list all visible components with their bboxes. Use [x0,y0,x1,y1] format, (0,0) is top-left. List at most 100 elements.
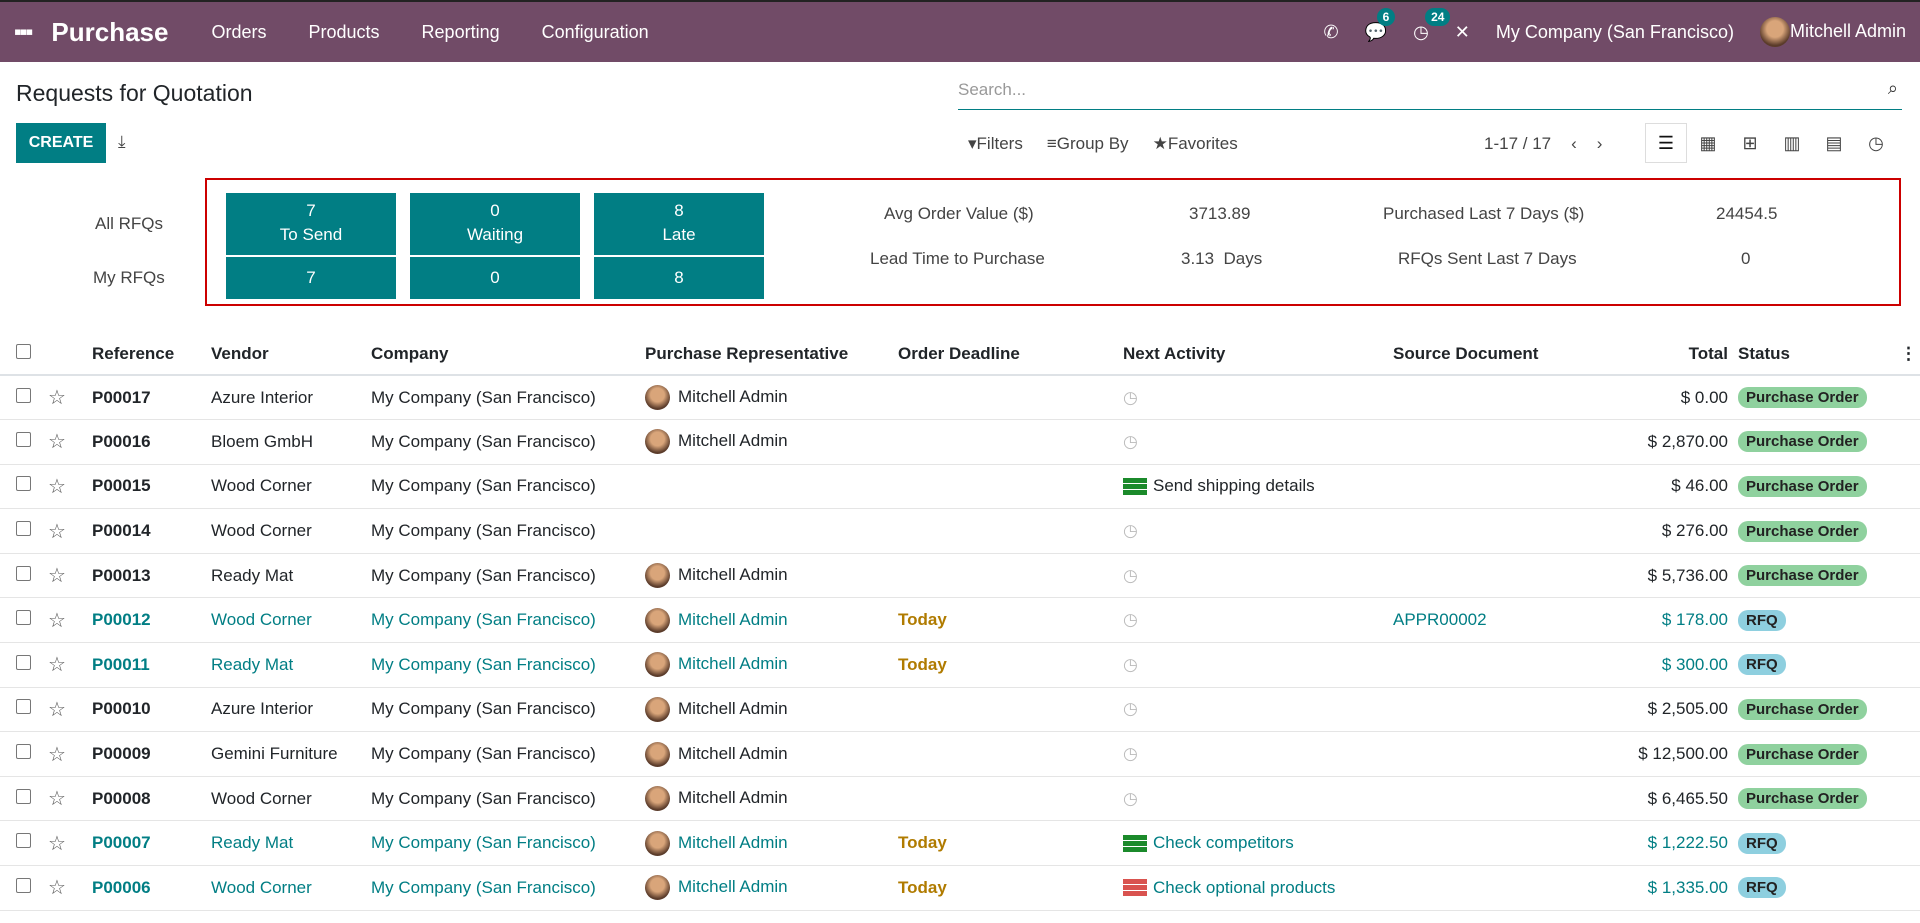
row-checkbox[interactable] [16,610,31,626]
table-row[interactable]: ☆ P00017 Azure Interior My Company (San … [0,375,1920,421]
clock-icon[interactable]: ◷ [1123,654,1138,674]
reference: P00015 [92,464,211,510]
star-icon[interactable]: ☆ [48,832,66,855]
tile-my-2[interactable]: 8 [594,257,764,299]
table-row[interactable]: ☆ P00010 Azure Interior My Company (San … [0,687,1920,733]
table-row[interactable]: ☆ P00009 Gemini Furniture My Company (Sa… [0,731,1920,777]
app-menu-icon[interactable]: ▪▪▪ [14,19,33,44]
star-icon[interactable]: ☆ [48,609,66,632]
activity-icon[interactable] [1123,478,1147,496]
row-checkbox[interactable] [16,877,31,893]
search-icon[interactable]: ⌕ [1887,78,1898,98]
row-checkbox[interactable] [16,476,31,492]
row-checkbox[interactable] [16,521,31,537]
col-activity[interactable]: Next Activity [1123,333,1393,376]
group-by-button[interactable]: ≡Group By [1046,134,1129,153]
col-total[interactable]: Total [1613,333,1738,376]
list-view-icon[interactable]: ☰ [1645,123,1687,163]
clock-icon[interactable]: ◷ [1123,521,1138,541]
tile-my-1[interactable]: 0 [410,257,580,299]
kanban-view-icon[interactable]: ▦ [1699,132,1717,153]
filters-button[interactable]: ▾Filters [968,134,1023,153]
tile-all-1[interactable]: 0 Waiting [410,193,580,255]
star-icon[interactable]: ☆ [48,743,66,766]
tile-label: Late [662,225,696,244]
pager-value[interactable]: 1-17 / 17 [1484,134,1552,153]
table-row[interactable]: ☆ P00011 Ready Mat My Company (San Franc… [0,642,1920,688]
clock-icon[interactable]: ◷ [1123,387,1138,407]
pivot-view-icon[interactable]: ⊞ [1742,132,1758,153]
activity-icon[interactable] [1123,834,1147,853]
row-checkbox[interactable] [16,833,31,849]
menu-reporting[interactable]: Reporting [421,21,500,42]
column-options-icon[interactable]: ⋮ [1900,333,1920,376]
col-rep[interactable]: Purchase Representative [645,333,898,376]
clock-icon[interactable]: ◷ [1123,565,1138,585]
tile-all-0[interactable]: 7 To Send [226,193,396,255]
table-row[interactable]: ☆ P00007 Ready Mat My Company (San Franc… [0,820,1920,867]
col-source[interactable]: Source Document [1393,333,1613,376]
activities-icon[interactable]: ◷ 24 [1413,7,1451,43]
select-all-checkbox[interactable] [16,343,31,359]
clock-icon[interactable]: ◷ [1123,788,1138,808]
table-row[interactable]: ☆ P00015 Wood Corner My Company (San Fra… [0,464,1920,510]
row-checkbox[interactable] [16,387,31,403]
row-checkbox[interactable] [16,744,31,760]
favorites-button[interactable]: ★Favorites [1152,134,1238,153]
pager-next-icon[interactable]: › [1596,134,1603,153]
star-icon[interactable]: ☆ [48,475,66,498]
clock-icon[interactable]: ◷ [1123,431,1138,451]
col-reference[interactable]: Reference [92,333,211,376]
phone-icon[interactable]: ✆ [1323,21,1339,42]
clock-icon[interactable]: ◷ [1123,744,1138,764]
col-vendor[interactable]: Vendor [211,333,371,376]
activity-summary[interactable]: Check competitors [1153,833,1294,853]
star-icon[interactable]: ☆ [48,387,66,410]
col-company[interactable]: Company [371,333,645,376]
row-checkbox[interactable] [16,788,31,804]
calendar-view-icon[interactable]: ▤ [1825,132,1843,153]
star-icon[interactable]: ☆ [48,520,66,543]
star-icon[interactable]: ☆ [48,877,66,900]
company: My Company (San Francisco) [371,553,645,599]
table-row[interactable]: ☆ P00006 Wood Corner My Company (San Fra… [0,865,1920,911]
star-icon[interactable]: ☆ [48,565,66,588]
clock-icon[interactable]: ◷ [1123,699,1138,719]
col-status[interactable]: Status [1738,333,1900,376]
star-icon[interactable]: ☆ [48,654,66,677]
activity-summary[interactable]: Send shipping details [1153,476,1315,496]
download-icon[interactable]: ⤓ [118,132,126,151]
search-input[interactable]: Search... ⌕ [958,74,1902,110]
kpi-value: 0 [1741,249,1751,268]
table-row[interactable]: ☆ P00008 Wood Corner My Company (San Fra… [0,776,1920,822]
create-button[interactable]: CREATE [16,123,106,163]
activity-icon[interactable] [1123,879,1147,898]
star-icon[interactable]: ☆ [48,698,66,721]
row-checkbox[interactable] [16,565,31,581]
table-row[interactable]: ☆ P00016 Bloem GmbH My Company (San Fran… [0,419,1920,465]
activity-view-icon[interactable]: ◷ [1868,132,1884,153]
clock-icon[interactable]: ◷ [1123,610,1138,630]
table-row[interactable]: ☆ P00012 Wood Corner My Company (San Fra… [0,597,1920,644]
menu-configuration[interactable]: Configuration [541,21,649,42]
tile-all-2[interactable]: 8 Late [594,193,764,255]
star-icon[interactable]: ☆ [48,431,66,454]
star-icon[interactable]: ☆ [48,788,66,811]
row-checkbox[interactable] [16,699,31,715]
table-row[interactable]: ☆ P00014 Wood Corner My Company (San Fra… [0,508,1920,554]
row-checkbox[interactable] [16,431,31,447]
app-title[interactable]: Purchase [51,16,169,47]
menu-orders[interactable]: Orders [211,21,267,42]
user-menu[interactable]: Mitchell Admin [1759,17,1906,47]
col-deadline[interactable]: Order Deadline [898,333,1123,376]
tile-my-0[interactable]: 7 [226,257,396,299]
messages-icon[interactable]: 💬 6 [1365,7,1396,43]
menu-products[interactable]: Products [308,21,380,42]
tools-icon[interactable]: ✕ [1454,21,1470,42]
activity-summary[interactable]: Check optional products [1153,877,1336,897]
pager-prev-icon[interactable]: ‹ [1571,134,1577,153]
graph-view-icon[interactable]: ▥ [1783,132,1801,153]
row-checkbox[interactable] [16,654,31,670]
table-row[interactable]: ☆ P00013 Ready Mat My Company (San Franc… [0,553,1920,599]
company-switcher[interactable]: My Company (San Francisco) [1495,21,1734,42]
